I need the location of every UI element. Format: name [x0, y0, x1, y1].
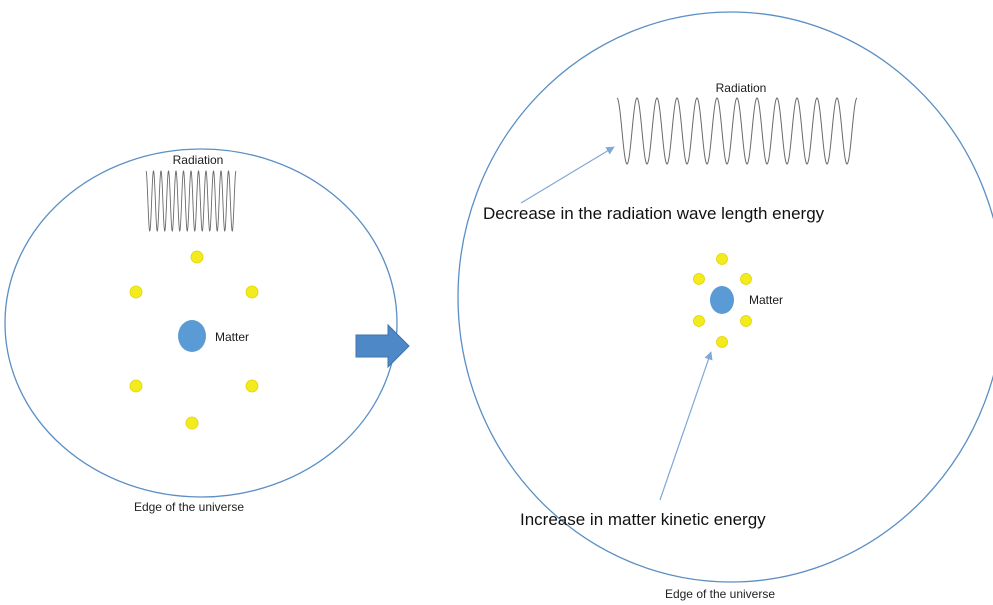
- right-universe-panel: Radiation Decrease in the radiation wave…: [457, 11, 993, 601]
- particle: [740, 273, 752, 285]
- right-radiation-label: Radiation: [716, 81, 767, 95]
- right-particles: [693, 253, 752, 348]
- particle: [693, 273, 705, 285]
- particle: [693, 315, 705, 327]
- right-matter-label: Matter: [749, 293, 783, 307]
- radiation-annotation-label: Decrease in the radiation wave length en…: [483, 204, 825, 223]
- radiation-annotation-arrow: [520, 146, 615, 204]
- particle: [716, 336, 728, 348]
- particle: [190, 250, 204, 264]
- right-universe-boundary: [457, 11, 993, 583]
- left-radiation-label: Radiation: [173, 153, 224, 167]
- particle: [129, 379, 143, 393]
- left-radiation-wave: [145, 170, 237, 232]
- left-universe-boundary: [4, 148, 398, 498]
- right-edge-label: Edge of the universe: [665, 587, 775, 601]
- matter-annotation-label: Increase in matter kinetic energy: [520, 510, 766, 529]
- particle: [716, 253, 728, 265]
- particle: [185, 416, 199, 430]
- right-matter-blob: [710, 286, 734, 314]
- left-matter-blob: [178, 320, 206, 352]
- left-particles: [129, 250, 259, 430]
- right-radiation-wave: [616, 97, 858, 165]
- left-edge-label: Edge of the universe: [134, 500, 244, 514]
- particle: [740, 315, 752, 327]
- left-universe-panel: Radiation Matter Edge of the universe: [4, 148, 398, 514]
- particle: [245, 285, 259, 299]
- particle: [245, 379, 259, 393]
- particle: [129, 285, 143, 299]
- matter-annotation-arrow: [659, 351, 713, 501]
- left-matter-label: Matter: [215, 330, 249, 344]
- right-arrow-icon: [355, 323, 410, 369]
